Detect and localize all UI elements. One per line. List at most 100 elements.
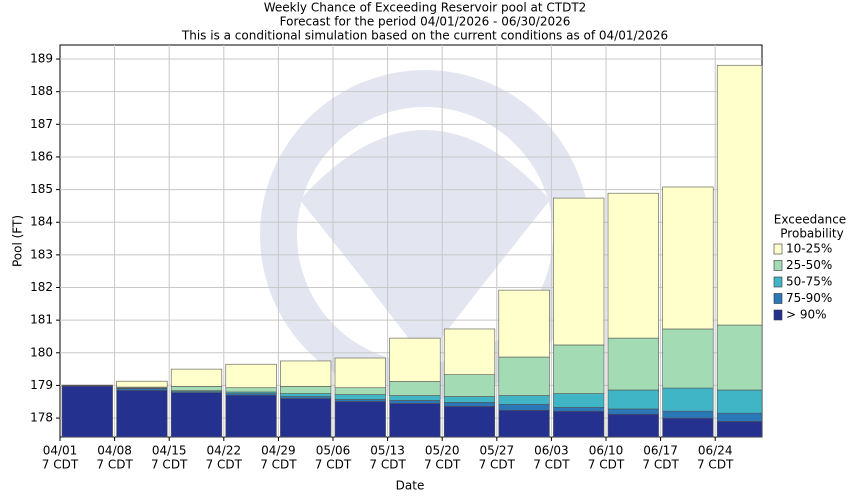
bar-segment: [225, 387, 277, 393]
bar-segment: [553, 197, 605, 346]
chart-subtitle: This is a conditional simulation based o…: [181, 29, 668, 43]
legend-swatch: [773, 260, 783, 271]
x-tick-label: 04/29: [261, 444, 296, 458]
bar-segment: [280, 360, 332, 387]
legend-label: > 90%: [786, 308, 827, 322]
x-tick-sublabel: 7 CDT: [588, 458, 625, 472]
x-tick-sublabel: 7 CDT: [479, 458, 516, 472]
x-tick-sublabel: 7 CDT: [206, 458, 243, 472]
x-tick-label: 06/17: [643, 444, 678, 458]
legend-swatch: [773, 243, 783, 255]
x-tick-sublabel: 7 CDT: [369, 458, 406, 472]
bar-segment: [389, 395, 441, 401]
y-tick-label: 189: [30, 52, 53, 66]
bar-segment: [443, 374, 496, 397]
x-tick-label: 05/27: [480, 444, 515, 458]
x-tick-label: 05/20: [425, 444, 460, 458]
y-tick-label: 184: [30, 215, 53, 229]
bar-segment: [170, 386, 223, 391]
y-tick-label: 186: [30, 149, 53, 163]
bar-segment: [716, 64, 763, 326]
bar-segment: [280, 386, 332, 394]
bar-segment: [225, 394, 277, 438]
x-tick-label: 04/01: [43, 444, 78, 458]
y-tick-label: 183: [30, 247, 53, 261]
x-tick-sublabel: 7 CDT: [697, 458, 734, 472]
x-axis-label: Date: [396, 479, 425, 493]
bar-segment: [607, 192, 659, 339]
bar-segment: [389, 337, 441, 382]
bar-segment: [553, 393, 605, 408]
x-tick-sublabel: 7 CDT: [424, 458, 461, 472]
y-tick-label: 187: [30, 117, 53, 131]
bar-segment: [334, 401, 386, 438]
x-tick-sublabel: 7 CDT: [260, 458, 297, 472]
x-tick-label: 05/13: [370, 444, 405, 458]
bar-segment: [607, 337, 659, 391]
watermark: [260, 70, 590, 400]
bar-segment: [607, 413, 659, 438]
x-tick-label: 04/15: [152, 444, 187, 458]
bar-segment: [662, 328, 714, 389]
bar-segment: [116, 390, 168, 438]
y-tick-label: 180: [30, 345, 53, 359]
bar-segment: [716, 412, 763, 422]
legend-title: Exceedance: [774, 213, 846, 227]
y-tick-label: 179: [30, 378, 53, 392]
y-tick-label: 182: [30, 280, 53, 294]
x-tick-sublabel: 7 CDT: [42, 458, 79, 472]
bar-segment: [553, 344, 605, 394]
bar-segment: [443, 328, 496, 375]
x-tick-label: 04/08: [97, 444, 132, 458]
bar-segment: [443, 396, 496, 403]
legend-label: 25-50%: [786, 258, 832, 272]
bar-segment: [61, 385, 113, 438]
bar-segment: [716, 389, 763, 414]
bar-segment: [498, 395, 550, 405]
bar-segment: [553, 410, 605, 438]
bar-segment: [334, 387, 386, 395]
x-tick-label: 06/10: [589, 444, 624, 458]
x-tick-sublabel: 7 CDT: [96, 458, 133, 472]
x-tick-sublabel: 7 CDT: [533, 458, 570, 472]
chart-subtitle: Forecast for the period 04/01/2026 - 06/…: [280, 15, 571, 29]
bar-segment: [607, 408, 659, 415]
legend-swatch: [773, 309, 783, 321]
legend-title: Probability: [780, 227, 843, 241]
bar-segment: [498, 289, 550, 358]
y-tick-label: 178: [30, 411, 53, 425]
bar-segment: [334, 394, 386, 400]
bar-segment: [498, 356, 550, 396]
legend-swatch: [773, 276, 783, 288]
bar-segment: [334, 357, 386, 389]
legend-label: 50-75%: [786, 275, 832, 289]
bar-segment: [225, 363, 277, 389]
y-tick-label: 188: [30, 84, 53, 98]
bar-segment: [170, 392, 223, 438]
bar-segment: [607, 389, 659, 410]
x-tick-sublabel: 7 CDT: [642, 458, 679, 472]
y-tick-label: 181: [30, 313, 53, 327]
y-tick-label: 185: [30, 182, 53, 196]
bar-segment: [662, 410, 714, 419]
bar-segment: [389, 400, 441, 404]
x-tick-label: 05/06: [316, 444, 351, 458]
bar-segment: [116, 380, 168, 388]
x-tick-label: 04/22: [207, 444, 242, 458]
bar-segment: [389, 403, 441, 438]
x-tick-sublabel: 7 CDT: [315, 458, 352, 472]
bar-segment: [498, 409, 550, 438]
bar-segment: [662, 387, 714, 412]
bar-segment: [280, 398, 332, 438]
legend-label: 10-25%: [786, 242, 832, 256]
bar-segment: [662, 417, 714, 438]
bar-segment: [389, 381, 441, 396]
bar-segment: [662, 186, 714, 330]
chart-title: Weekly Chance of Exceeding Reservoir poo…: [264, 1, 587, 15]
x-tick-label: 06/24: [698, 444, 733, 458]
bar-segment: [443, 402, 496, 407]
legend-label: 75-90%: [786, 291, 832, 305]
bar-segment: [716, 324, 763, 391]
bar-segment: [170, 368, 223, 387]
